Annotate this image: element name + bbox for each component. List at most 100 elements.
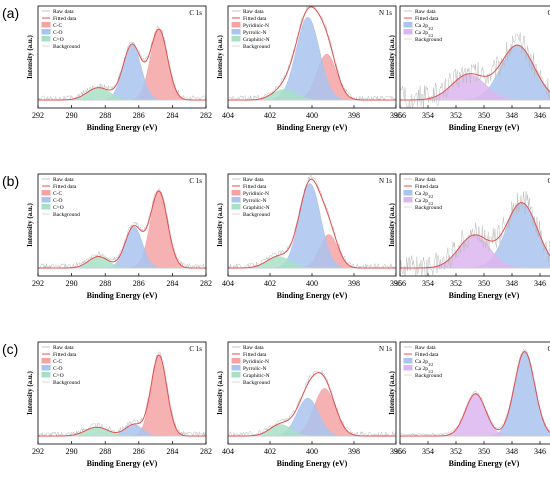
plot-area [228, 174, 396, 270]
fitted-data-line [400, 202, 550, 269]
panel-b-n-1s: 404 402 400 398 396 Binding Energy (eV) Intens… [216, 173, 402, 300]
legend-symbol-component-3 [403, 365, 413, 371]
plot-frame [37, 173, 207, 277]
x-tick-label-1: 354 [422, 111, 434, 120]
legend-label-0: Raw data [415, 9, 436, 15]
x-axis-label: Binding Energy (eV) [87, 123, 158, 132]
legend-label-0: Raw data [415, 345, 436, 351]
legend-label-4: C=O [53, 205, 64, 211]
x-tick-label-3: 286 [133, 279, 145, 288]
legend-symbol-component-2 [403, 190, 413, 196]
raw-data-line [38, 351, 206, 438]
legend-label-3: Ca 2p1/2 [415, 366, 433, 374]
legend-label-1: Fitted data [243, 16, 267, 22]
x-tick-label-2: 352 [450, 111, 462, 120]
x-axis-label: Binding Energy (eV) [277, 459, 348, 468]
panel-b-ca-2p: 356354352350348346344Binding Energy (eV)… [388, 173, 550, 300]
legend-label-3: C-O [53, 366, 63, 372]
component-peak-1 [38, 226, 206, 269]
legend-label-0: Raw data [243, 345, 264, 351]
legend-label-5: Background [53, 44, 80, 50]
x-tick-label-4: 396 [390, 111, 402, 120]
x-tick-label-5: 346 [534, 111, 546, 120]
legend-label-5: Background [243, 44, 270, 50]
y-axis-label: Intensity (a.u.) [388, 202, 396, 246]
legend-label-0: Raw data [243, 177, 264, 183]
y-axis-label: Intensity (a.u.) [26, 34, 34, 78]
x-tick-label-2: 288 [99, 111, 111, 120]
fitted-data-line [228, 372, 396, 437]
y-axis-label: Intensity (a.u.) [216, 202, 224, 246]
panel-title: N 1s [379, 345, 392, 353]
panel-a-c-1s: 292 290 288 286 284 282 Binding Energy (eV) Int… [26, 5, 212, 132]
legend-label-2: C-C [53, 359, 63, 365]
plot-area [38, 25, 206, 102]
legend-symbol-component-2 [41, 190, 51, 196]
legend-label-3: C-O [53, 30, 63, 36]
legend-label-1: Fitted data [415, 352, 439, 358]
panel-c-ca-2p: 356354352350348346344Binding Energy (eV)… [388, 341, 550, 468]
panel-a-ca-2p: 356354352350348346344Binding Energy (eV)… [388, 5, 550, 132]
x-tick-label-1: 290 [66, 279, 78, 288]
raw-data-line [228, 6, 396, 102]
legend-label-1: Fitted data [53, 352, 77, 358]
x-tick-label-2: 288 [99, 279, 111, 288]
x-tick-label-3: 286 [133, 447, 145, 456]
plot-area [400, 191, 550, 276]
y-axis-label: Intensity (a.u.) [26, 370, 34, 414]
legend-label-4: C=O [53, 37, 64, 43]
x-tick-label-0: 404 [222, 279, 234, 288]
plot-area [228, 369, 396, 438]
y-axis-label: Intensity (a.u.) [216, 34, 224, 78]
legend-label-5: Background [53, 212, 80, 218]
legend-symbol-component-3 [231, 365, 241, 371]
x-tick-label-3: 350 [478, 111, 490, 120]
row-label-b: (b) [2, 173, 19, 189]
x-tick-label-0: 292 [32, 279, 44, 288]
fitted-data-line [400, 351, 550, 437]
legend-label-3: Pyrrolic-N [243, 198, 267, 204]
x-tick-label-3: 398 [348, 279, 360, 288]
legend-label-4: Background [415, 373, 442, 379]
fitted-data-line [38, 190, 206, 269]
x-tick-label-5: 346 [534, 447, 546, 456]
legend-label-4: Graphitic-N [243, 37, 270, 43]
x-axis-label: Binding Energy (eV) [277, 123, 348, 132]
panel-title: N 1s [379, 9, 392, 17]
legend-label-1: Fitted data [243, 352, 267, 358]
row-label-c: (c) [2, 341, 18, 357]
legend-label-0: Raw data [53, 345, 74, 351]
x-tick-label-4: 284 [166, 111, 178, 120]
legend-label-2: C-C [53, 23, 63, 29]
panel-title: Ca 2p [547, 9, 550, 17]
legend-symbol-component-2 [231, 190, 241, 196]
legend-label-3: Pyrrolic-N [243, 30, 267, 36]
legend-symbol-component-3 [231, 197, 241, 203]
y-axis-label: Intensity (a.u.) [26, 202, 34, 246]
x-axis-label: Binding Energy (eV) [449, 123, 520, 132]
x-tick-label-4: 396 [390, 447, 402, 456]
x-tick-label-5: 282 [200, 111, 212, 120]
component-peak-0 [38, 354, 206, 437]
legend-label-4: C=O [53, 373, 64, 379]
legend-symbol-component-2 [403, 22, 413, 28]
legend-label-1: Fitted data [415, 16, 439, 22]
panel-a-n-1s: 404 402 400 398 396 Binding Energy (eV) Intens… [216, 5, 402, 132]
x-tick-label-1: 354 [422, 447, 434, 456]
x-tick-label-1: 402 [264, 111, 276, 120]
raw-data-line [400, 32, 550, 108]
legend-symbol-component-2 [41, 22, 51, 28]
legend-label-3: Ca 2p1/2 [415, 198, 433, 206]
legend-symbol-component-2 [403, 358, 413, 364]
x-tick-label-2: 352 [450, 279, 462, 288]
legend-label-3: C-O [53, 198, 63, 204]
legend-label-2: Ca 2p3/2 [415, 23, 433, 31]
panel-title: Ca 2p [547, 345, 550, 353]
raw-data-line [228, 174, 396, 270]
x-tick-label-4: 348 [506, 111, 518, 120]
legend-label-1: Fitted data [415, 184, 439, 190]
legend-label-2: Pyridinic-N [243, 359, 269, 365]
legend-label-4: Background [415, 205, 442, 211]
panel-c-c-1s: 292 290 288 286 284 282 Binding Energy (eV) Int… [26, 341, 212, 468]
